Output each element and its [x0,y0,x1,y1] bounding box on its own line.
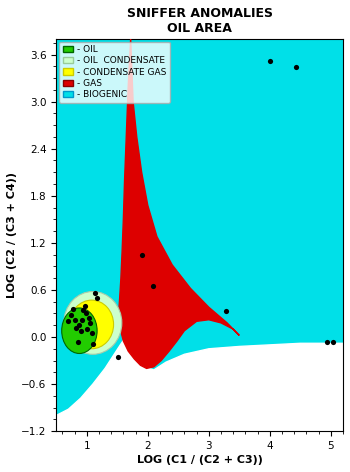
Ellipse shape [64,292,122,354]
Point [80,307,86,314]
Point [78,327,83,335]
Point [65,318,71,325]
Point [83,310,89,317]
Point [84,325,90,333]
Point [91,340,96,348]
Ellipse shape [62,308,97,354]
Point [68,311,74,319]
Point [223,307,229,315]
Point [86,314,92,322]
Y-axis label: LOG (C2 / (C3 + C4)): LOG (C2 / (C3 + C4)) [7,172,17,298]
Legend: - OIL, - OIL  CONDENSATE, - CONDENSATE GAS, - GAS, - BIOGENIC: - OIL, - OIL CONDENSATE, - CONDENSATE GA… [59,42,170,103]
Point [70,305,76,312]
Point [94,294,100,302]
Point [330,338,336,346]
Polygon shape [118,39,239,369]
Point [89,329,95,337]
Polygon shape [56,338,343,431]
Ellipse shape [70,300,114,349]
Point [267,57,273,65]
Point [80,316,85,323]
Point [75,338,81,346]
Point [116,353,121,361]
Point [74,324,79,331]
Point [150,282,155,290]
Point [88,319,93,327]
Polygon shape [56,39,343,431]
Title: SNIFFER ANOMALIES
OIL AREA: SNIFFER ANOMALIES OIL AREA [127,7,273,35]
Point [72,316,77,323]
Point [82,302,88,310]
Point [324,338,329,346]
Point [293,63,299,71]
X-axis label: LOG (C1 / (C2 + C3)): LOG (C1 / (C2 + C3)) [137,455,262,465]
Point [139,251,145,258]
Point [92,289,98,297]
Point [77,321,82,329]
